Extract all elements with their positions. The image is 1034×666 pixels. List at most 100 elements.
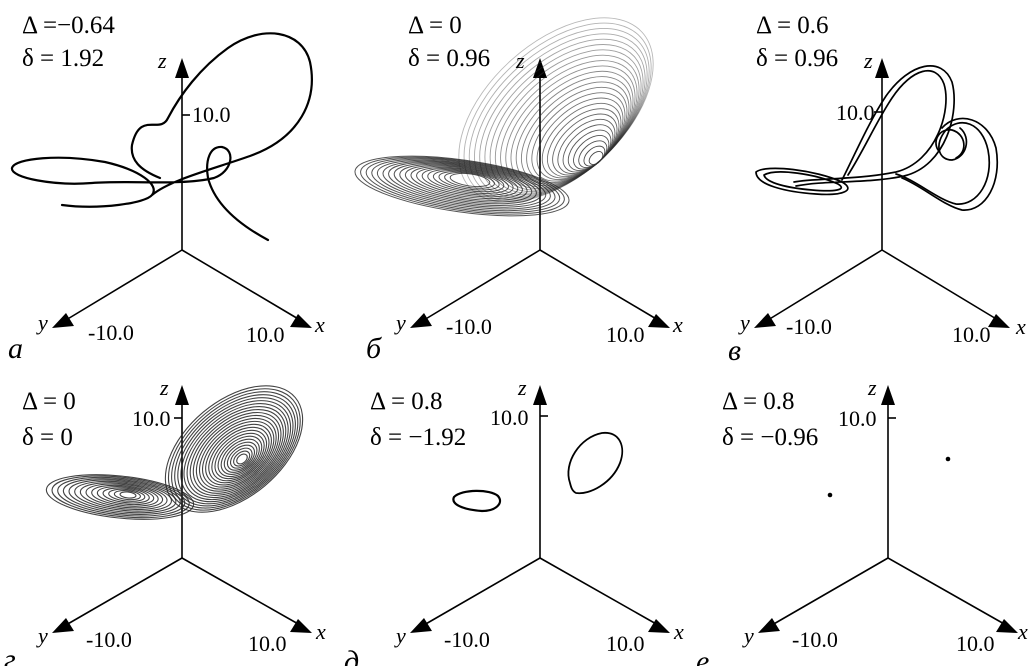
z-axis-label: z	[863, 48, 873, 73]
z-axis-arrow-icon	[875, 58, 889, 78]
orbit-loop	[360, 156, 565, 215]
attractor-d	[45, 385, 304, 520]
attractor-d-left-lobe	[45, 474, 195, 520]
orbit-loop	[427, 168, 509, 194]
y-tick-label: -10.0	[86, 627, 132, 652]
panel-d: Δ = 0 δ = 0 z 10.0 y -10.0 10.0 x г	[4, 375, 326, 666]
z-axis-arrow-icon	[881, 385, 895, 405]
orbit-loop	[177, 397, 294, 505]
y-axis-arrow-icon	[52, 313, 74, 328]
orbit-loop	[57, 476, 186, 517]
orbit-loop	[180, 400, 292, 503]
panel-d-delta-cap: Δ = 0	[22, 388, 76, 415]
panel-a-delta-small: δ = 1.92	[22, 45, 104, 72]
z-axis-label: z	[159, 375, 169, 400]
orbit-loop	[217, 435, 263, 478]
axes-f	[758, 385, 1018, 633]
orbit-loop	[223, 441, 258, 473]
x-axis-label: x	[1015, 314, 1026, 339]
orbit-loop	[192, 411, 282, 494]
panel-f-delta-small: δ = −0.96	[722, 424, 818, 451]
x-axis	[887, 557, 1007, 626]
orbit-loop	[102, 487, 150, 504]
orbit-loop	[444, 171, 495, 189]
orbit-loop	[68, 479, 177, 514]
y-axis-label: y	[394, 310, 406, 335]
y-tick-label: -10.0	[88, 320, 134, 345]
panel-b-letter: б	[366, 332, 382, 365]
z-axis-arrow-icon	[175, 58, 189, 78]
panel-c-letter: в	[728, 334, 741, 367]
orbit-loop	[108, 488, 146, 502]
x-axis-arrow-icon	[648, 314, 670, 328]
x-axis	[539, 249, 659, 321]
z-axis-label: z	[867, 375, 877, 400]
orbit-loop	[468, 28, 650, 200]
z-axis-label: z	[157, 48, 167, 73]
z-tick-label: 10.0	[490, 405, 529, 430]
orbit-loop	[189, 408, 284, 496]
orbit-loop	[376, 159, 551, 210]
orbit-loop	[164, 385, 304, 513]
orbit-loop	[183, 403, 289, 501]
x-axis	[181, 557, 301, 626]
orbit-loop	[399, 163, 533, 203]
y-tick-label: -10.0	[446, 314, 492, 339]
orbit-loop	[233, 450, 251, 467]
panel-c-delta-cap: Δ = 0.6	[756, 12, 829, 39]
y-axis-label: y	[742, 623, 754, 648]
orbit-loop	[404, 164, 528, 201]
y-tick-label: -10.0	[792, 627, 838, 652]
panel-f: Δ = 0.8 δ = −0.96 z 10.0 y -10.0 10.0 x …	[696, 375, 1028, 666]
orbit-loop	[354, 155, 570, 217]
y-axis-arrow-icon	[758, 618, 780, 633]
x-axis-arrow-icon	[988, 314, 1010, 328]
panel-d-delta-small: δ = 0	[22, 424, 73, 451]
axes-e	[410, 385, 670, 633]
y-axis-arrow-icon	[410, 313, 432, 328]
z-tick-label: 10.0	[838, 406, 877, 431]
orbit-loop	[85, 483, 164, 509]
orbit-loop	[388, 161, 542, 206]
orbit-loop	[45, 474, 195, 520]
orbit-loop	[202, 420, 275, 488]
x-axis-arrow-icon	[648, 619, 670, 633]
panel-a-delta-cap: Δ =−0.64	[22, 12, 115, 39]
orbit-loop	[74, 480, 172, 512]
panel-c: Δ = 0.6 δ = 0.96 z 10.0 y -10.0 10.0 x в	[728, 12, 1026, 367]
orbit-loop	[365, 157, 561, 213]
panel-e-letter: д	[344, 645, 359, 666]
z-axis-arrow-icon	[175, 385, 189, 405]
orbit-loop	[96, 486, 155, 506]
axes-c	[754, 58, 1010, 328]
y-axis-arrow-icon	[754, 313, 776, 328]
z-tick-label: 10.0	[836, 100, 875, 125]
orbit-loop	[416, 166, 519, 198]
orbit-loop	[186, 406, 287, 499]
y-axis	[423, 557, 541, 626]
x-axis-label: x	[672, 312, 683, 337]
x-axis-arrow-icon	[290, 314, 312, 328]
orbit-loop	[211, 429, 268, 482]
fixed-point-left	[827, 492, 833, 498]
panel-a: Δ =−0.64 δ = 1.92 z 10.0 y -10.0 10.0 x …	[8, 12, 325, 365]
x-axis-label: x	[315, 619, 326, 644]
x-tick-label: 10.0	[952, 322, 991, 347]
panel-b: Δ = 0 δ = 0.96 z y -10.0 10.0 x б	[354, 12, 683, 365]
y-axis	[767, 249, 883, 321]
x-axis-arrow-icon	[996, 619, 1018, 633]
x-tick-label: 10.0	[956, 631, 995, 656]
y-axis	[771, 557, 889, 626]
orbit-loop	[208, 426, 270, 484]
orbit-loop	[382, 160, 547, 208]
orbit-loop	[198, 417, 277, 490]
x-axis-label: x	[314, 312, 325, 337]
orbit-loop	[195, 414, 280, 492]
orbit-loop	[410, 165, 523, 200]
orbit-loop	[474, 33, 648, 199]
panel-b-delta-cap: Δ = 0	[408, 12, 462, 39]
x-tick-label: 10.0	[606, 322, 645, 347]
orbit-loop	[421, 167, 514, 196]
z-tick-label: 10.0	[132, 406, 171, 431]
x-axis-label: x	[1017, 619, 1028, 644]
